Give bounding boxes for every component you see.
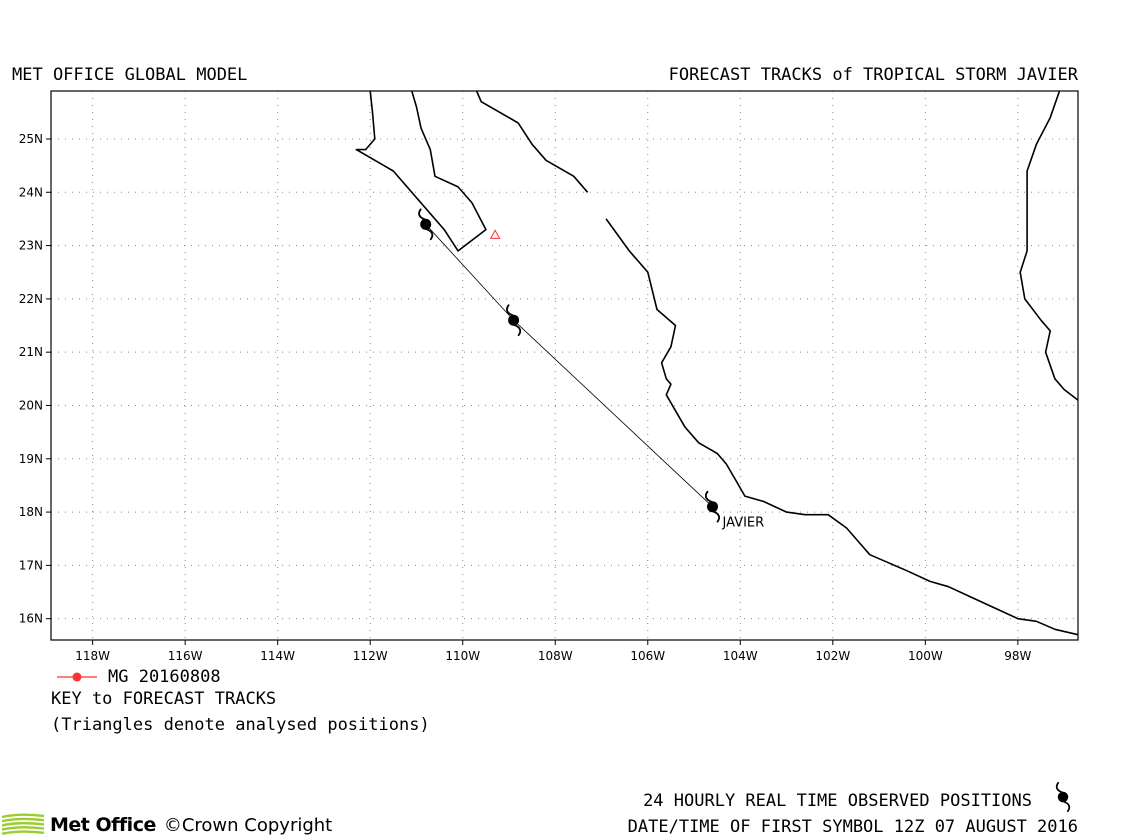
legend-key-title: KEY to FORECAST TRACKS xyxy=(51,689,277,709)
observed-position-icon xyxy=(506,304,522,337)
lat-tick-label: 24N xyxy=(19,185,43,199)
copyright-text: ©Crown Copyright xyxy=(163,814,333,836)
lat-tick-label: 17N xyxy=(19,558,43,572)
logo-stripe xyxy=(1,821,45,827)
coastline xyxy=(605,218,1079,636)
logo-stripe xyxy=(1,826,45,831)
track-map: JAVIER 118W 116W 114W 112W 110W 108W 106W 104W 1… xyxy=(19,90,1079,663)
chart-title: FORECAST TRACKS of TROPICAL STORM JAVIER xyxy=(668,65,1078,85)
lon-tick-label: 100W xyxy=(908,649,943,663)
legend-key-note: (Triangles denote analysed positions) xyxy=(51,715,430,735)
analysed-position-triangle-icon xyxy=(489,229,501,239)
lat-tick-label: 19N xyxy=(19,452,43,466)
lat-tick-label: 20N xyxy=(19,398,43,412)
storm-tracks: JAVIER xyxy=(418,208,765,531)
hurricane-symbol-icon xyxy=(1055,781,1071,813)
lon-tick-label: 114W xyxy=(260,649,295,663)
coastline xyxy=(475,90,589,193)
first-symbol-datetime: DATE/TIME OF FIRST SYMBOL 12Z 07 AUGUST … xyxy=(627,817,1078,837)
lat-tick-label: 25N xyxy=(19,132,43,146)
lon-tick-label: 110W xyxy=(445,649,480,663)
lat-tick-label: 22N xyxy=(19,292,43,306)
logo-stripe xyxy=(1,817,45,823)
lat-tick-label: 23N xyxy=(19,239,43,253)
observed-track-line xyxy=(425,224,713,507)
logo-stripe xyxy=(1,813,45,819)
lon-tick-label: 112W xyxy=(353,649,388,663)
lon-tick-label: 104W xyxy=(723,649,758,663)
lon-tick-label: 116W xyxy=(168,649,203,663)
lon-tick-label: 106W xyxy=(630,649,665,663)
lat-tick-label: 18N xyxy=(19,505,43,519)
lon-tick-label: 98W xyxy=(1004,649,1031,663)
lon-tick-label: 118W xyxy=(75,649,110,663)
lat-tick-label: 16N xyxy=(19,612,43,626)
legend-track-label: MG 20160808 xyxy=(108,667,221,687)
logo-stripe xyxy=(1,830,45,835)
lon-tick-label: 102W xyxy=(815,649,850,663)
axis-ticks: 118W 116W 114W 112W 110W 108W 106W 104W 102W 100W… xyxy=(19,132,1032,663)
observed-position-icon xyxy=(704,490,721,523)
lon-tick-label: 108W xyxy=(538,649,573,663)
observed-positions-label: 24 HOURLY REAL TIME OBSERVED POSITIONS xyxy=(643,791,1032,811)
map-grid xyxy=(51,91,1078,640)
coastlines xyxy=(355,90,1079,636)
lat-tick-label: 21N xyxy=(19,345,43,359)
met-office-logo-icon xyxy=(1,813,45,835)
model-title: MET OFFICE GLOBAL MODEL xyxy=(12,65,248,85)
coastline xyxy=(355,90,487,252)
observed-position-icon xyxy=(418,208,434,241)
legend-track-swatch xyxy=(57,672,97,682)
met-office-logo: Met Office ©Crown Copyright xyxy=(0,810,332,840)
coastline xyxy=(1019,90,1079,401)
map-frame xyxy=(50,90,1079,641)
logo-text: Met Office xyxy=(50,814,156,836)
storm-name-label: JAVIER xyxy=(722,516,765,531)
